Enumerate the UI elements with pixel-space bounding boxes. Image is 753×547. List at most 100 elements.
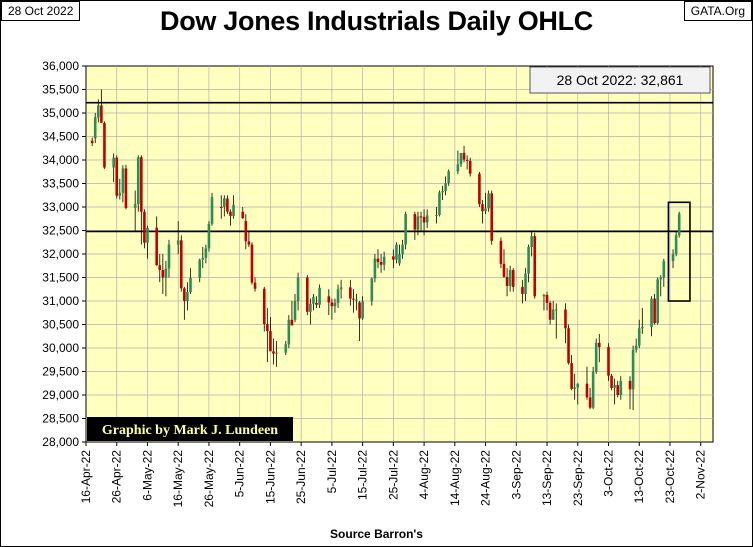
ohlc-bar xyxy=(93,113,97,144)
ohlc-body xyxy=(653,298,656,324)
ohlc-bar xyxy=(548,301,552,325)
ohlc-body xyxy=(201,257,205,260)
y-tick-label: 29,000 xyxy=(42,388,79,402)
ohlc-bar xyxy=(272,338,275,365)
ohlc-bar xyxy=(641,308,644,334)
ohlc-bar xyxy=(241,207,245,219)
annotations: 28 Oct 2022: 32,861 Graphic by Mark J. L… xyxy=(87,66,711,441)
y-tick-label: 30,500 xyxy=(42,318,79,332)
ohlc-body xyxy=(398,254,401,264)
ohlc-bar xyxy=(269,316,272,352)
ohlc-bar xyxy=(179,235,183,292)
ohlc-body xyxy=(533,236,537,297)
ohlc-body xyxy=(229,211,232,216)
ohlc-bar xyxy=(487,190,490,212)
y-tick-label: 35,500 xyxy=(42,83,79,97)
y-tick-label: 33,500 xyxy=(42,177,79,191)
ohlc-body xyxy=(616,385,620,395)
ohlc-body xyxy=(674,235,678,254)
ohlc-body xyxy=(309,303,312,312)
ohlc-body xyxy=(564,309,567,329)
ohlc-body xyxy=(650,298,653,327)
ohlc-body xyxy=(416,216,420,230)
ohlc-body xyxy=(219,207,223,208)
ohlc-bars xyxy=(90,89,681,411)
ohlc-body xyxy=(269,331,272,352)
ohlc-body xyxy=(511,269,515,287)
ohlc-bar xyxy=(161,254,165,294)
ohlc-body xyxy=(250,244,254,283)
ohlc-bar xyxy=(284,340,288,356)
ohlc-body xyxy=(551,309,555,320)
ohlc-bar xyxy=(637,319,641,348)
ohlc-body xyxy=(167,244,171,269)
ohlc-bar xyxy=(355,293,358,311)
ohlc-bar xyxy=(176,221,180,254)
x-tick-label: 26-Apr-22 xyxy=(110,450,124,504)
ohlc-bar xyxy=(438,190,441,217)
x-tick-label: 23-Oct-22 xyxy=(663,450,677,504)
ohlc-body xyxy=(527,246,530,274)
ohlc-body xyxy=(631,349,635,390)
ohlc-bar xyxy=(376,249,380,269)
ohlc-body xyxy=(115,157,119,196)
ohlc-body xyxy=(305,277,309,312)
ohlc-bar xyxy=(198,258,202,283)
ohlc-bar xyxy=(610,373,613,391)
ohlc-bar xyxy=(508,265,512,292)
x-tick-label: 23-Sep-22 xyxy=(571,450,585,506)
annotation-box xyxy=(529,66,711,94)
ohlc-body xyxy=(502,263,506,278)
ohlc-body xyxy=(447,171,450,184)
ohlc-bar xyxy=(336,284,340,309)
ohlc-bar xyxy=(413,211,417,240)
ohlc-bar xyxy=(392,249,395,269)
ohlc-body xyxy=(419,216,423,218)
ohlc-bar xyxy=(204,244,208,264)
ohlc-bar xyxy=(219,195,223,219)
ohlc-body xyxy=(459,152,463,165)
x-tick-label: 3-Sep-22 xyxy=(509,450,523,500)
ohlc-bar xyxy=(545,291,549,311)
y-tick-label: 31,500 xyxy=(42,271,79,285)
ohlc-bar xyxy=(564,303,567,344)
source-label: Source Barron's xyxy=(330,527,423,541)
ohlc-body xyxy=(465,160,469,161)
y-tick-label: 30,000 xyxy=(42,341,79,355)
ohlc-body xyxy=(176,240,180,245)
y-tick-label: 34,500 xyxy=(42,130,79,144)
ohlc-bar xyxy=(607,343,610,381)
ohlc-body xyxy=(659,277,663,280)
ohlc-bar xyxy=(576,383,580,405)
ohlc-body xyxy=(121,168,125,193)
ohlc-bar xyxy=(100,89,103,123)
ohlc-body xyxy=(318,287,321,305)
ohlc-bar xyxy=(207,221,211,252)
ohlc-body xyxy=(186,292,189,301)
ohlc-bar xyxy=(247,230,251,247)
ohlc-bar xyxy=(210,192,214,226)
ohlc-body xyxy=(204,248,208,258)
ohlc-bar xyxy=(293,293,297,323)
ohlc-bar xyxy=(158,254,162,283)
credit-text: Graphic by Mark J. Lundeen xyxy=(102,423,278,438)
ohlc-body xyxy=(266,324,269,332)
ohlc-bar xyxy=(662,258,666,287)
x-tick-label: 2-Nov-22 xyxy=(694,450,708,500)
ohlc-bar xyxy=(591,366,595,410)
ohlc-body xyxy=(530,236,533,247)
ohlc-bar xyxy=(533,232,537,299)
ohlc-bar xyxy=(312,293,315,311)
reference-lines xyxy=(86,101,713,302)
y-tick-label: 36,000 xyxy=(42,59,79,73)
ohlc-bar xyxy=(465,155,469,170)
ohlc-body xyxy=(210,197,214,224)
ohlc-bar xyxy=(527,244,530,283)
ohlc-bar xyxy=(597,333,601,363)
ohlc-bar xyxy=(136,155,140,212)
ohlc-body xyxy=(478,173,481,205)
ohlc-body xyxy=(198,259,202,278)
ohlc-bar xyxy=(349,279,352,306)
ohlc-body xyxy=(382,256,386,265)
